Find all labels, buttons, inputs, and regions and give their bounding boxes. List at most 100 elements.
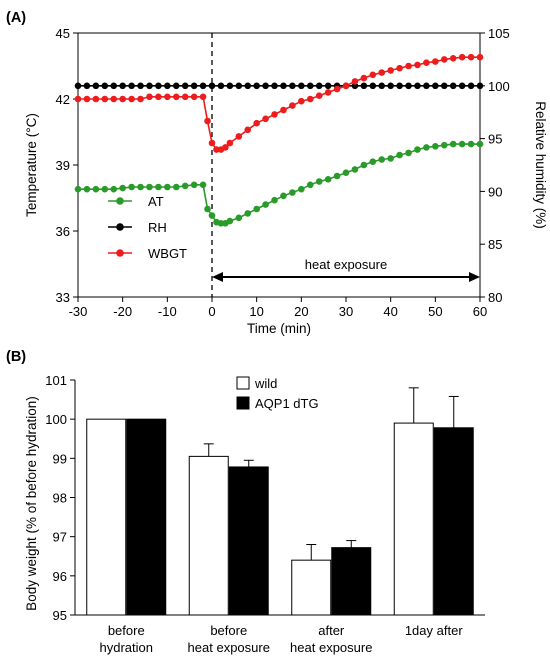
series-line-at xyxy=(78,143,480,225)
bar-wild xyxy=(188,455,229,616)
data-point-at xyxy=(204,205,211,213)
data-point-wbgt xyxy=(360,74,368,82)
data-point-rh xyxy=(235,82,243,90)
data-point-rh xyxy=(405,82,412,90)
x-tick-label-a: -10 xyxy=(158,304,177,319)
data-point-at xyxy=(155,183,162,191)
data-point-at xyxy=(172,183,180,191)
data-point-at xyxy=(306,181,314,189)
y-tick-label-b: 100 xyxy=(45,412,67,427)
data-point-wbgt xyxy=(280,106,287,114)
data-point-wbgt xyxy=(244,126,252,134)
data-point-wbgt xyxy=(199,93,207,101)
data-point-wbgt xyxy=(271,111,278,118)
data-point-at xyxy=(280,192,287,200)
legend-swatch-wild xyxy=(236,376,250,390)
data-point-wbgt xyxy=(137,95,144,103)
data-point-wbgt xyxy=(190,93,198,101)
data-point-wbgt xyxy=(432,58,439,65)
bar-wild xyxy=(86,418,127,616)
y2-tick-label-a: 80 xyxy=(488,290,502,305)
y-axis-label-b: Body weight (% of before hydration) xyxy=(24,396,39,611)
y-tick-label-b: 99 xyxy=(53,451,67,466)
arrow-head-left xyxy=(212,272,223,282)
category-label: before xyxy=(108,623,145,638)
data-point-rh xyxy=(110,82,118,90)
series-line-wbgt xyxy=(78,56,480,151)
data-point-rh xyxy=(324,82,332,90)
data-point-at xyxy=(92,185,100,193)
data-point-at xyxy=(101,185,109,193)
data-point-at xyxy=(405,149,412,157)
data-point-at xyxy=(432,143,439,150)
data-point-wbgt xyxy=(164,93,171,101)
data-point-rh xyxy=(467,82,475,90)
data-point-at xyxy=(440,141,448,149)
y2-tick-label-a: 100 xyxy=(488,79,510,94)
data-point-rh xyxy=(432,82,439,90)
category-label: heat exposure xyxy=(188,640,270,655)
data-point-wbgt xyxy=(101,95,109,103)
data-point-wbgt xyxy=(92,95,100,103)
data-point-at xyxy=(387,155,394,162)
data-point-rh xyxy=(74,82,82,90)
data-point-rh xyxy=(315,82,323,90)
bar-aqp1-dtg xyxy=(331,547,372,616)
data-point-at xyxy=(137,183,144,191)
data-point-rh xyxy=(271,82,278,90)
category-label: 1day after xyxy=(405,623,463,638)
data-point-at xyxy=(226,217,234,225)
data-point-at xyxy=(369,158,377,165)
y-tick-label-a: 39 xyxy=(56,158,70,173)
data-point-at xyxy=(244,210,252,217)
data-point-at xyxy=(458,140,466,148)
bar-aqp1-dtg xyxy=(433,427,474,616)
data-point-wbgt xyxy=(83,95,91,103)
data-point-rh xyxy=(396,82,403,90)
data-point-wbgt xyxy=(440,56,448,63)
data-point-rh xyxy=(253,82,260,90)
y-tick-label-a: 42 xyxy=(56,92,70,107)
data-point-at xyxy=(208,212,216,219)
data-point-rh xyxy=(458,82,466,90)
data-point-at xyxy=(360,161,368,169)
data-point-rh xyxy=(226,82,234,90)
legend-label-rh: RH xyxy=(148,220,167,235)
data-point-rh xyxy=(244,82,252,90)
data-point-at xyxy=(164,183,171,191)
data-point-wbgt xyxy=(119,95,126,103)
data-point-wbgt xyxy=(333,85,341,93)
data-point-wbgt xyxy=(369,71,377,79)
legend-label-wild: wild xyxy=(254,376,277,391)
data-point-wbgt xyxy=(155,93,162,101)
data-point-at xyxy=(235,214,243,222)
x-tick-label-a: -20 xyxy=(113,304,132,319)
data-point-wbgt xyxy=(396,64,403,72)
data-point-wbgt xyxy=(262,115,269,123)
data-point-at xyxy=(119,184,126,192)
y-tick-label-a: 36 xyxy=(56,224,70,239)
data-point-wbgt xyxy=(172,93,180,101)
chart-a: -30 -20 -10 0 10 20 30 40 50 60 33 36 39 42 45 80 85 90 95… xyxy=(24,26,548,336)
y-tick-label-a: 45 xyxy=(56,26,70,41)
data-point-at xyxy=(476,140,484,148)
data-point-at xyxy=(253,205,260,213)
data-point-at xyxy=(396,151,403,159)
data-point-wbgt xyxy=(423,59,430,66)
data-point-rh xyxy=(387,82,394,90)
data-point-wbgt xyxy=(226,139,234,147)
y-tick-label-b: 96 xyxy=(53,569,67,584)
data-point-at xyxy=(181,182,189,190)
panel-a-label: (A) xyxy=(6,10,26,26)
bar-wild xyxy=(393,422,434,616)
legend-label-aqp1-dtg: AQP1 dTG xyxy=(255,396,319,411)
data-point-wbgt xyxy=(146,93,153,101)
y2-tick-label-a: 85 xyxy=(488,237,502,252)
data-point-rh xyxy=(92,82,100,90)
data-point-rh xyxy=(172,82,180,90)
data-point-at xyxy=(289,189,296,196)
data-point-at xyxy=(110,185,118,193)
data-point-rh xyxy=(119,82,126,90)
bar-aqp1-dtg xyxy=(126,418,167,616)
